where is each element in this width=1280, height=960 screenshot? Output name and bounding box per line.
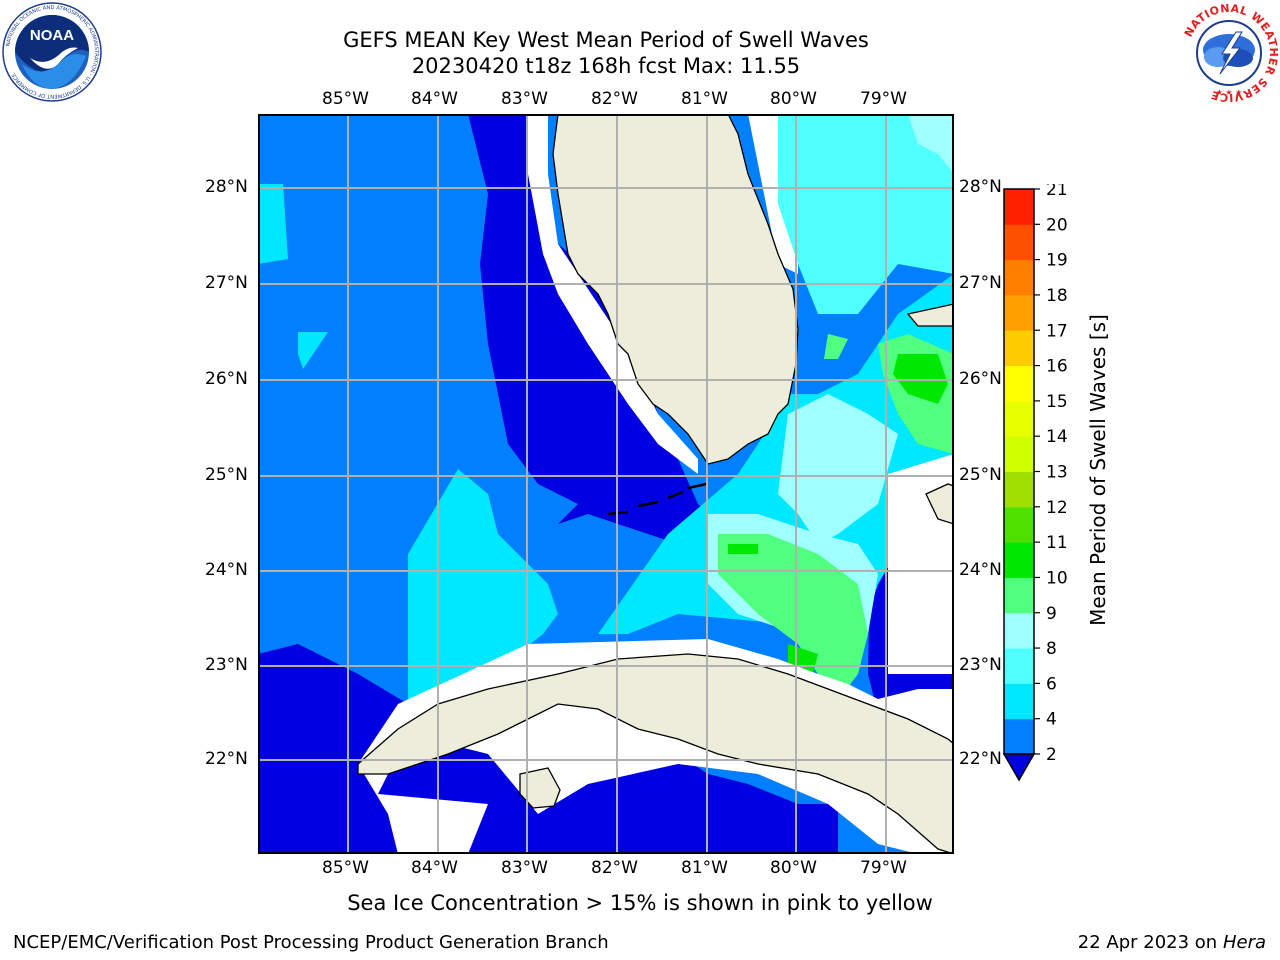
swell-8-9-zone-ne bbox=[908, 114, 954, 174]
colorbar-bin bbox=[1004, 189, 1034, 225]
footer-date-text: 22 Apr 2023 on bbox=[1077, 932, 1223, 953]
graticule bbox=[258, 114, 954, 854]
swell-6-8-zone-north-atlantic bbox=[748, 114, 954, 314]
map-frame bbox=[258, 113, 955, 855]
lon-label-top-85w: 85°W bbox=[322, 89, 369, 109]
footer-date: 22 Apr 2023 on Hera bbox=[1078, 932, 1266, 953]
swell-4-6-zone-gulf bbox=[408, 469, 558, 704]
colorbar-bin bbox=[1004, 436, 1034, 472]
lon-label-bottom-80w: 80°W bbox=[770, 858, 817, 878]
colorbar-bin bbox=[1004, 612, 1034, 649]
lat-label-right-24n: 24°N bbox=[959, 560, 1002, 580]
lat-label-left-26n: 26°N bbox=[205, 369, 248, 389]
colorbar-bin bbox=[1004, 400, 1034, 437]
svg-text:★ ★ ★: ★ ★ ★ bbox=[1216, 88, 1243, 97]
colorbar-bin bbox=[1004, 648, 1034, 684]
lon-label-top-79w: 79°W bbox=[860, 89, 907, 109]
isle-of-youth-land bbox=[519, 767, 561, 809]
nws-logo: NATIONAL WEATHER SERVICE ★ ★ ★ bbox=[1178, 2, 1280, 104]
lon-label-bottom-79w: 79°W bbox=[860, 858, 907, 878]
lat-label-right-26n: 26°N bbox=[959, 369, 1002, 389]
lat-label-right-25n: 25°N bbox=[959, 465, 1002, 485]
colorbar-graphic: 2 4 6 8 9 10 11 12 13 14 15 16 17 18 19 20 21 bbox=[1002, 180, 1068, 782]
noaa-logo-text: NOAA bbox=[30, 27, 74, 44]
noaa-logo: NATIONAL OCEANIC AND ATMOSPHERIC ADMINIS… bbox=[2, 2, 102, 102]
colorbar-bin bbox=[1004, 471, 1034, 508]
colorbar-bin bbox=[1004, 577, 1034, 614]
footer-producer: NCEP/EMC/Verification Post Processing Pr… bbox=[13, 932, 609, 953]
swell-4-6-patch bbox=[298, 332, 328, 369]
swell-8-9-zone-east bbox=[778, 394, 898, 544]
colorbar-bin bbox=[1004, 365, 1034, 402]
lat-label-left-23n: 23°N bbox=[205, 655, 248, 675]
lon-label-bottom-85w: 85°W bbox=[322, 858, 369, 878]
colorbar-bin bbox=[1004, 683, 1034, 720]
colorbar-bin bbox=[1004, 330, 1034, 367]
colorbar-tick-label: 9 bbox=[1046, 604, 1057, 624]
swell-4-6-zone-northwest bbox=[258, 184, 288, 264]
lon-label-bottom-84w: 84°W bbox=[411, 858, 458, 878]
colorbar-tick-label: 12 bbox=[1046, 498, 1068, 518]
colorbar-bin bbox=[1004, 542, 1034, 578]
lat-label-right-22n: 22°N bbox=[959, 749, 1002, 769]
swell-9-10-patch bbox=[824, 334, 848, 359]
colorbar-tick-label: 2 bbox=[1046, 745, 1057, 765]
lon-label-top-80w: 80°W bbox=[770, 89, 817, 109]
colorbar-bin bbox=[1004, 224, 1034, 261]
footer-host: Hera bbox=[1222, 932, 1266, 953]
colorbar-tick-label: 15 bbox=[1046, 392, 1068, 412]
lon-label-bottom-82w: 82°W bbox=[591, 858, 638, 878]
lon-label-bottom-81w: 81°W bbox=[681, 858, 728, 878]
colorbar: 2 4 6 8 9 10 11 12 13 14 15 16 17 18 19 20 21 bbox=[996, 180, 1076, 789]
colorbar-tick-label: 11 bbox=[1046, 533, 1068, 553]
colorbar-tick-label: 21 bbox=[1046, 184, 1068, 200]
colorbar-extend-triangle bbox=[1002, 753, 1036, 782]
no-data-florida-west-coast bbox=[526, 114, 698, 474]
colorbar-tick-label: 14 bbox=[1046, 427, 1068, 447]
map-border bbox=[258, 114, 954, 854]
lon-label-top-83w: 83°W bbox=[501, 89, 548, 109]
lat-label-left-28n: 28°N bbox=[205, 177, 248, 197]
colorbar-tick-label: 10 bbox=[1046, 568, 1068, 588]
colorbar-tick-label: 6 bbox=[1046, 674, 1057, 694]
colorbar-bin bbox=[1004, 506, 1034, 543]
lat-label-right-27n: 27°N bbox=[959, 273, 1002, 293]
swell-9-10-zone-south-keys bbox=[718, 534, 868, 694]
no-data-florida-east-coast bbox=[748, 114, 798, 274]
florida-land bbox=[552, 113, 799, 465]
lat-label-right-23n: 23°N bbox=[959, 655, 1002, 675]
lat-label-right-28n: 28°N bbox=[959, 177, 1002, 197]
sea-ice-note-text: Sea Ice Concentration > 15% is shown in … bbox=[347, 891, 933, 915]
colorbar-tick-label: 20 bbox=[1046, 215, 1068, 235]
colorbar-tick-label: 8 bbox=[1046, 639, 1057, 659]
colorbar-title: Mean Period of Swell Waves [s] bbox=[1086, 314, 1110, 626]
lat-label-left-25n: 25°N bbox=[205, 465, 248, 485]
colorbar-tick-label: 19 bbox=[1046, 251, 1068, 271]
swell-period-map bbox=[258, 113, 955, 855]
colorbar-tick-label: 4 bbox=[1046, 710, 1057, 730]
cuba-land bbox=[357, 653, 955, 855]
lat-label-left-27n: 27°N bbox=[205, 273, 248, 293]
sea-ice-note: Sea Ice Concentration > 15% is shown in … bbox=[0, 891, 1280, 915]
colorbar-bin bbox=[1004, 294, 1034, 331]
colorbar-tick-label: 18 bbox=[1046, 286, 1068, 306]
colorbar-bin bbox=[1004, 259, 1034, 296]
colorbar-tick-label: 17 bbox=[1046, 321, 1068, 341]
chart-title-line1: GEFS MEAN Key West Mean Period of Swell … bbox=[343, 28, 869, 52]
lat-label-left-24n: 24°N bbox=[205, 560, 248, 580]
lon-label-top-84w: 84°W bbox=[411, 89, 458, 109]
chart-title-line2: 20230420 t18z 168h fcst Max: 11.55 bbox=[411, 54, 801, 78]
lat-label-left-22n: 22°N bbox=[205, 749, 248, 769]
colorbar-tick-label: 16 bbox=[1046, 357, 1068, 377]
colorbar-tick-label: 13 bbox=[1046, 463, 1068, 483]
colorbar-bin bbox=[1004, 718, 1034, 755]
lon-label-bottom-83w: 83°W bbox=[501, 858, 548, 878]
lon-label-top-81w: 81°W bbox=[681, 89, 728, 109]
swell-10-11-patch bbox=[728, 544, 758, 554]
lon-label-top-82w: 82°W bbox=[591, 89, 638, 109]
